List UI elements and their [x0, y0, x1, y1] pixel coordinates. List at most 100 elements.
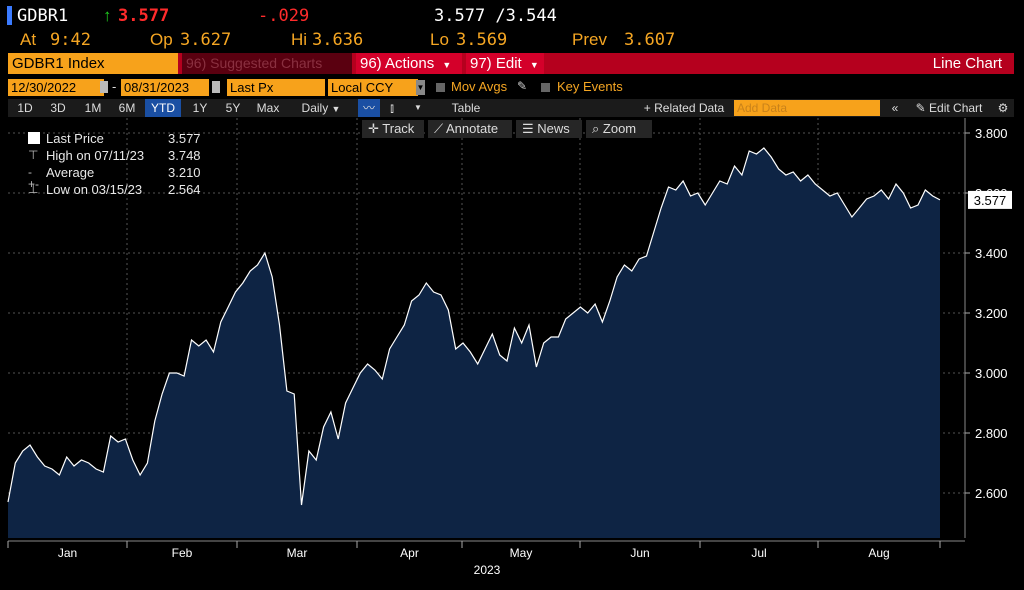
y-tick-label: 3.400	[975, 246, 1008, 261]
chevron-down-icon: ▼	[331, 104, 341, 114]
chart-legend: Last Price 3.577 ⊤ High on 07/11/23 3.74…	[18, 130, 208, 200]
function-bar: GDBR1 Index 96) Suggested Charts 96) Act…	[8, 53, 1014, 74]
bar-chart-icon[interactable]: ⫾	[390, 101, 394, 115]
chevron-down-icon[interactable]: ▼	[416, 80, 425, 95]
legend-last[interactable]: Last Price 3.577	[18, 130, 208, 147]
key-events-checkbox[interactable]	[541, 83, 550, 92]
legend-low-label: Low on 03/15/23	[46, 182, 143, 197]
legend-avg-label: Average	[46, 165, 95, 180]
end-date-field[interactable]: 08/31/2023	[121, 79, 209, 96]
edit-menu[interactable]: 97) Edit ▼	[466, 53, 544, 74]
actions-menu[interactable]: 96) Actions ▼	[356, 53, 462, 74]
zoom-button[interactable]: ⌕ Zoom	[586, 120, 652, 138]
legend-avg-value: 3.210	[168, 165, 201, 180]
related-data-button[interactable]: + Related Data	[643, 101, 725, 115]
collapse-icon[interactable]: «	[891, 101, 899, 115]
y-tick-label: 3.200	[975, 306, 1008, 321]
net-change: -.029	[258, 6, 310, 26]
annotate-icon: ⟋	[434, 121, 446, 136]
x-tick-label: May	[510, 546, 533, 560]
actions-label: 96) Actions	[360, 55, 435, 72]
period-1m-button[interactable]: 1M	[84, 101, 102, 115]
mov-avgs-label: Mov Avgs	[451, 79, 508, 94]
x-tick-label: Aug	[868, 546, 889, 560]
legend-high[interactable]: ⊤ High on 07/11/23 3.748	[18, 147, 208, 164]
start-date-field[interactable]: 12/30/2022	[8, 79, 104, 96]
calendar-icon[interactable]	[100, 81, 108, 93]
suggested-charts-button[interactable]: 96) Suggested Charts	[182, 53, 352, 74]
y-tick-label: 3.800	[975, 126, 1008, 141]
currency-select[interactable]: Local CCY	[328, 79, 418, 96]
security-field[interactable]: GDBR1 Index	[8, 53, 178, 74]
edit-chart-button[interactable]: ✎ Edit Chart	[906, 99, 992, 117]
y-tick-label: 3.000	[975, 366, 1008, 381]
chevron-down-icon[interactable]: ▼	[414, 103, 422, 112]
period-bar: 1D 3D 1M 6M YTD 1Y 5Y Max Daily ▼ 〰 ⫾ ▼ …	[8, 99, 1014, 117]
frequency-select[interactable]: Daily ▼	[290, 99, 352, 117]
last-price-tag	[968, 190, 1012, 209]
mov-avgs-checkbox[interactable]	[436, 83, 445, 92]
bid-ask: 3.577 /3.544	[434, 6, 557, 26]
price-field-select[interactable]: Last Px	[227, 79, 325, 96]
ticker[interactable]: GDBR1	[17, 6, 69, 26]
edit-label: 97) Edit	[470, 55, 522, 72]
chevron-down-icon: ▼	[442, 60, 452, 70]
low-label: Lo	[430, 30, 449, 49]
high-label: Hi	[291, 30, 308, 49]
at-label: At	[20, 30, 37, 49]
line-chart-icon[interactable]: 〰	[358, 99, 380, 117]
legend-low-value: 2.564	[168, 182, 201, 197]
last-price-label-group: 3.577	[968, 190, 1012, 209]
crosshair-icon: ✛	[368, 121, 383, 136]
track-button[interactable]: ✛ Track	[362, 120, 424, 138]
high-marker-icon: ⊤	[28, 148, 39, 162]
open-value: 3.627	[180, 30, 232, 50]
period-3d-button[interactable]: 3D	[50, 101, 66, 115]
y-tick-label: 2.800	[975, 426, 1008, 441]
period-1d-button[interactable]: 1D	[17, 101, 33, 115]
add-data-input[interactable]: Add Data	[734, 100, 880, 116]
quote-time: 9:42	[50, 30, 91, 50]
legend-low[interactable]: ⊥ Low on 03/15/23 2.564	[18, 181, 208, 198]
gear-icon[interactable]: ⚙	[997, 101, 1009, 115]
up-arrow-icon: ↑	[103, 6, 112, 25]
ticker-flag	[7, 6, 12, 25]
legend-high-label: High on 07/11/23	[46, 148, 145, 163]
y-tick-label: 2.600	[975, 486, 1008, 501]
news-button[interactable]: ☰ News	[516, 120, 582, 138]
high-value: 3.636	[312, 30, 364, 50]
low-value: 3.569	[456, 30, 508, 50]
legend-last-value: 3.577	[168, 131, 201, 146]
x-tick-label: Jul	[751, 546, 766, 560]
chevron-down-icon: ▼	[529, 60, 539, 70]
prev-label: Prev	[572, 30, 607, 49]
x-tick-label: Mar	[287, 546, 308, 560]
x-tick-label: Jun	[630, 546, 649, 560]
x-axis: Jan Feb Mar Apr May Jun Jul Aug 2023	[7, 540, 965, 577]
magnifier-icon: ⌕	[592, 121, 603, 136]
quote-stats: At 9:42 Op 3.627 Hi 3.636 Lo 3.569 Prev …	[0, 30, 1024, 52]
table-button[interactable]: Table	[451, 101, 481, 115]
date-range-row: 12/30/2022 - 08/31/2023 Last Px Local CC…	[0, 79, 1024, 97]
news-label: News	[537, 121, 570, 136]
frequency-label: Daily	[301, 101, 329, 115]
last-price-tag-label: 3.577	[974, 193, 1007, 208]
quote-header: GDBR1 ↑ 3.577 -.029 3.577 /3.544	[0, 6, 1024, 28]
pencil-icon[interactable]: ✎	[517, 79, 528, 93]
calendar-icon[interactable]	[212, 81, 220, 93]
period-max-button[interactable]: Max	[256, 101, 280, 115]
x-tick-label: Apr	[400, 546, 419, 560]
x-tick-label: Jan	[58, 546, 77, 560]
period-1y-button[interactable]: 1Y	[192, 101, 208, 115]
period-5y-button[interactable]: 5Y	[225, 101, 241, 115]
legend-average[interactable]: -+- Average 3.210	[18, 164, 208, 190]
annotate-button[interactable]: ⟋ Annotate	[428, 120, 512, 138]
zoom-label: Zoom	[602, 121, 637, 136]
period-ytd-button[interactable]: YTD	[145, 99, 181, 117]
legend-last-label: Last Price	[46, 131, 104, 146]
legend-high-value: 3.748	[168, 148, 201, 163]
period-6m-button[interactable]: 6M	[118, 101, 136, 115]
edit-chart-label: Edit Chart	[929, 101, 983, 115]
x-tick-label: Feb	[172, 546, 193, 560]
